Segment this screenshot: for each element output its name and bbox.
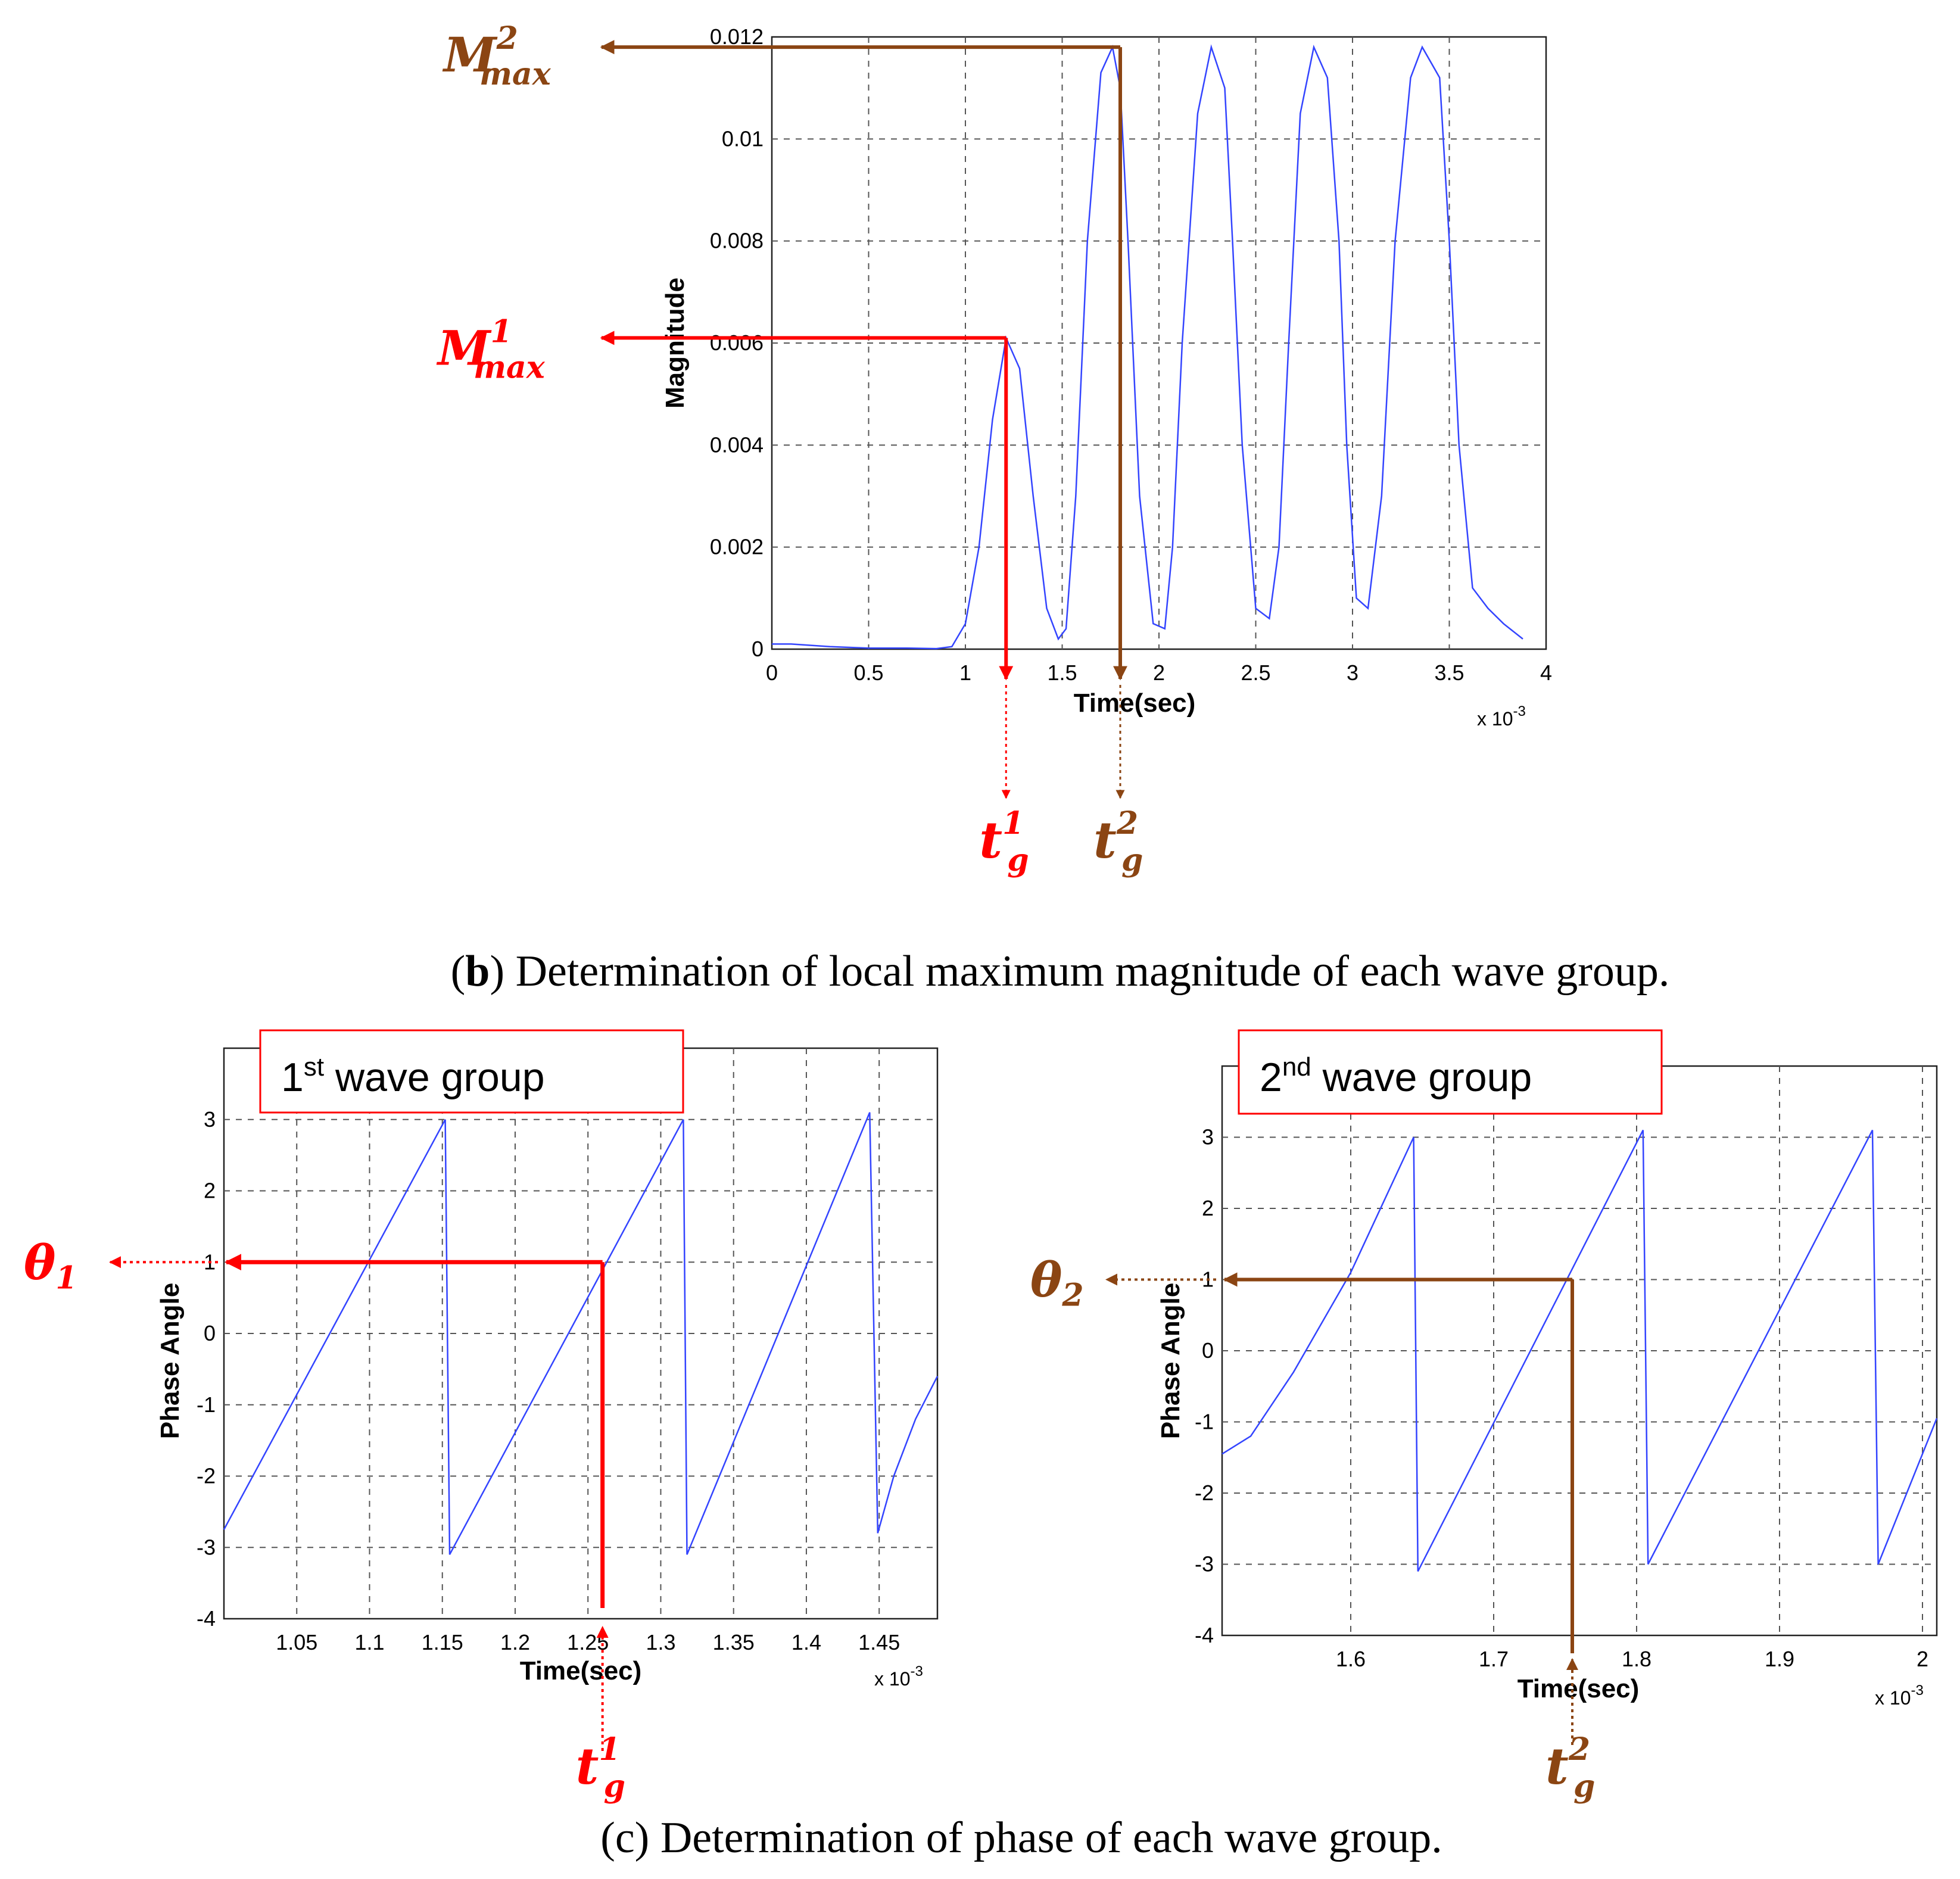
y-tick-label: 0.01 — [722, 126, 764, 151]
x-tick-label: 1.4 — [792, 1630, 821, 1654]
y-tick-label: 0.002 — [710, 535, 764, 559]
x-tick-label: 0.5 — [853, 660, 883, 685]
phase2-series-line — [1222, 1130, 1938, 1572]
x-tick-label: 1.8 — [1622, 1647, 1651, 1671]
phase1-x-exponent: x 10-3 — [874, 1663, 923, 1690]
y-tick-label: 0.008 — [710, 229, 764, 253]
x-tick-label: 1.7 — [1479, 1647, 1509, 1671]
y-tick-label: -2 — [1195, 1481, 1214, 1505]
magnitude-x-exponent: x 10-3 — [1477, 703, 1526, 730]
y-tick-label: 3 — [204, 1107, 216, 1132]
x-tick-label: 1.5 — [1047, 660, 1077, 685]
y-tick-label: -1 — [1195, 1410, 1214, 1434]
phase2-x-ticks: 1.6 1.7 1.8 1.9 2 — [1336, 1647, 1928, 1671]
phase2-t2-label: t2 g — [1545, 1731, 1595, 1805]
magnitude-y-axis-label: Magnitude — [660, 278, 690, 409]
x-tick-label: 3 — [1347, 660, 1358, 685]
x-tick-label: 1.05 — [276, 1630, 317, 1654]
m1-max-label: M1 max — [436, 313, 546, 385]
phase1-t1-label: t1 g — [576, 1731, 625, 1805]
x-tick-label: 1.9 — [1765, 1647, 1794, 1671]
magnitude-annotation-group2: M2 max t2 g — [442, 20, 1143, 878]
phase1-title-box — [259, 1029, 684, 1114]
theta2-label: θ2 — [1030, 1252, 1084, 1314]
t1-label: t1 g — [979, 805, 1029, 878]
phase1-x-ticks: 1.05 1.1 1.15 1.2 1.25 1.3 1.35 1.4 1.45 — [276, 1630, 900, 1654]
x-tick-label: 1.15 — [422, 1630, 463, 1654]
x-tick-label: 2 — [1153, 660, 1165, 685]
m2-max-label: M2 max — [442, 20, 551, 92]
y-tick-label: 2 — [204, 1179, 216, 1203]
y-tick-label: 2 — [1202, 1196, 1214, 1220]
y-tick-label: -1 — [197, 1392, 216, 1417]
magnitude-x-ticks: 0 0.5 1 1.5 2 2.5 3 3.5 4 — [766, 660, 1552, 685]
x-tick-label: 4 — [1540, 660, 1552, 685]
magnitude-annotation-group1: M1 max t1 g — [436, 313, 1029, 878]
caption-b: (b) Determination of local maximum magni… — [451, 947, 1670, 996]
y-tick-label: 0.006 — [710, 331, 764, 355]
y-tick-label: 0.004 — [710, 432, 764, 457]
x-tick-label: 1.1 — [354, 1630, 384, 1654]
x-tick-label: 2 — [1917, 1647, 1928, 1671]
phase2-x-axis-label: Time(sec) — [1517, 1674, 1640, 1703]
phase2-grid — [1222, 1066, 1937, 1635]
phase1-x-axis-label: Time(sec) — [520, 1656, 642, 1685]
x-tick-label: 0 — [766, 660, 778, 685]
phase2-title: 2nd wave group — [1260, 1052, 1532, 1100]
phase1-y-axis-label: Phase Angle — [155, 1283, 185, 1439]
phase2-title-box — [1238, 1029, 1663, 1115]
phase1-plot-frame — [223, 1047, 939, 1620]
t2-label: t2 g — [1093, 805, 1143, 878]
x-tick-label: 1.6 — [1336, 1647, 1366, 1671]
y-tick-label: 0 — [752, 637, 764, 661]
y-tick-label: 3 — [1202, 1125, 1214, 1149]
phase1-series-line — [223, 1112, 939, 1555]
magnitude-series-line — [772, 44, 1523, 650]
magnitude-grid — [772, 37, 1546, 649]
magnitude-x-axis-label: Time(sec) — [1074, 688, 1196, 718]
y-tick-label: -4 — [197, 1606, 216, 1631]
phase1-title: 1st wave group — [281, 1052, 545, 1100]
y-tick-label: 0.012 — [710, 24, 764, 49]
x-tick-label: 1.45 — [858, 1630, 900, 1654]
y-tick-label: -3 — [1195, 1552, 1214, 1576]
x-tick-label: 2.5 — [1241, 660, 1270, 685]
theta1-label: θ1 — [24, 1234, 77, 1296]
y-tick-label: -2 — [197, 1464, 216, 1488]
phase-chart-group1: 1.05 1.1 1.15 1.2 1.25 1.3 1.35 1.4 1.45 -4-3-2-… — [24, 1029, 939, 1805]
phase2-y-axis-label: Phase Angle — [1156, 1283, 1185, 1439]
magnitude-y-ticks: 0 0.002 0.004 0.006 0.008 0.01 0.012 — [710, 24, 764, 661]
caption-c: (c) Determination of phase of each wave … — [600, 1813, 1442, 1862]
x-tick-label: 1.35 — [713, 1630, 755, 1654]
y-tick-label: 0 — [204, 1321, 216, 1345]
y-tick-label: 0 — [1202, 1338, 1214, 1363]
x-tick-label: 1.2 — [500, 1630, 530, 1654]
x-tick-label: 1.3 — [646, 1630, 675, 1654]
y-tick-label: -3 — [197, 1535, 216, 1559]
magnitude-chart: 0 0.5 1 1.5 2 2.5 3 3.5 4 00.0020.0040.0060.0080… — [436, 20, 1552, 878]
phase2-x-exponent: x 10-3 — [1875, 1682, 1924, 1709]
x-tick-label: 1 — [959, 660, 971, 685]
y-tick-label: -4 — [1195, 1623, 1214, 1647]
x-tick-label: 3.5 — [1434, 660, 1464, 685]
